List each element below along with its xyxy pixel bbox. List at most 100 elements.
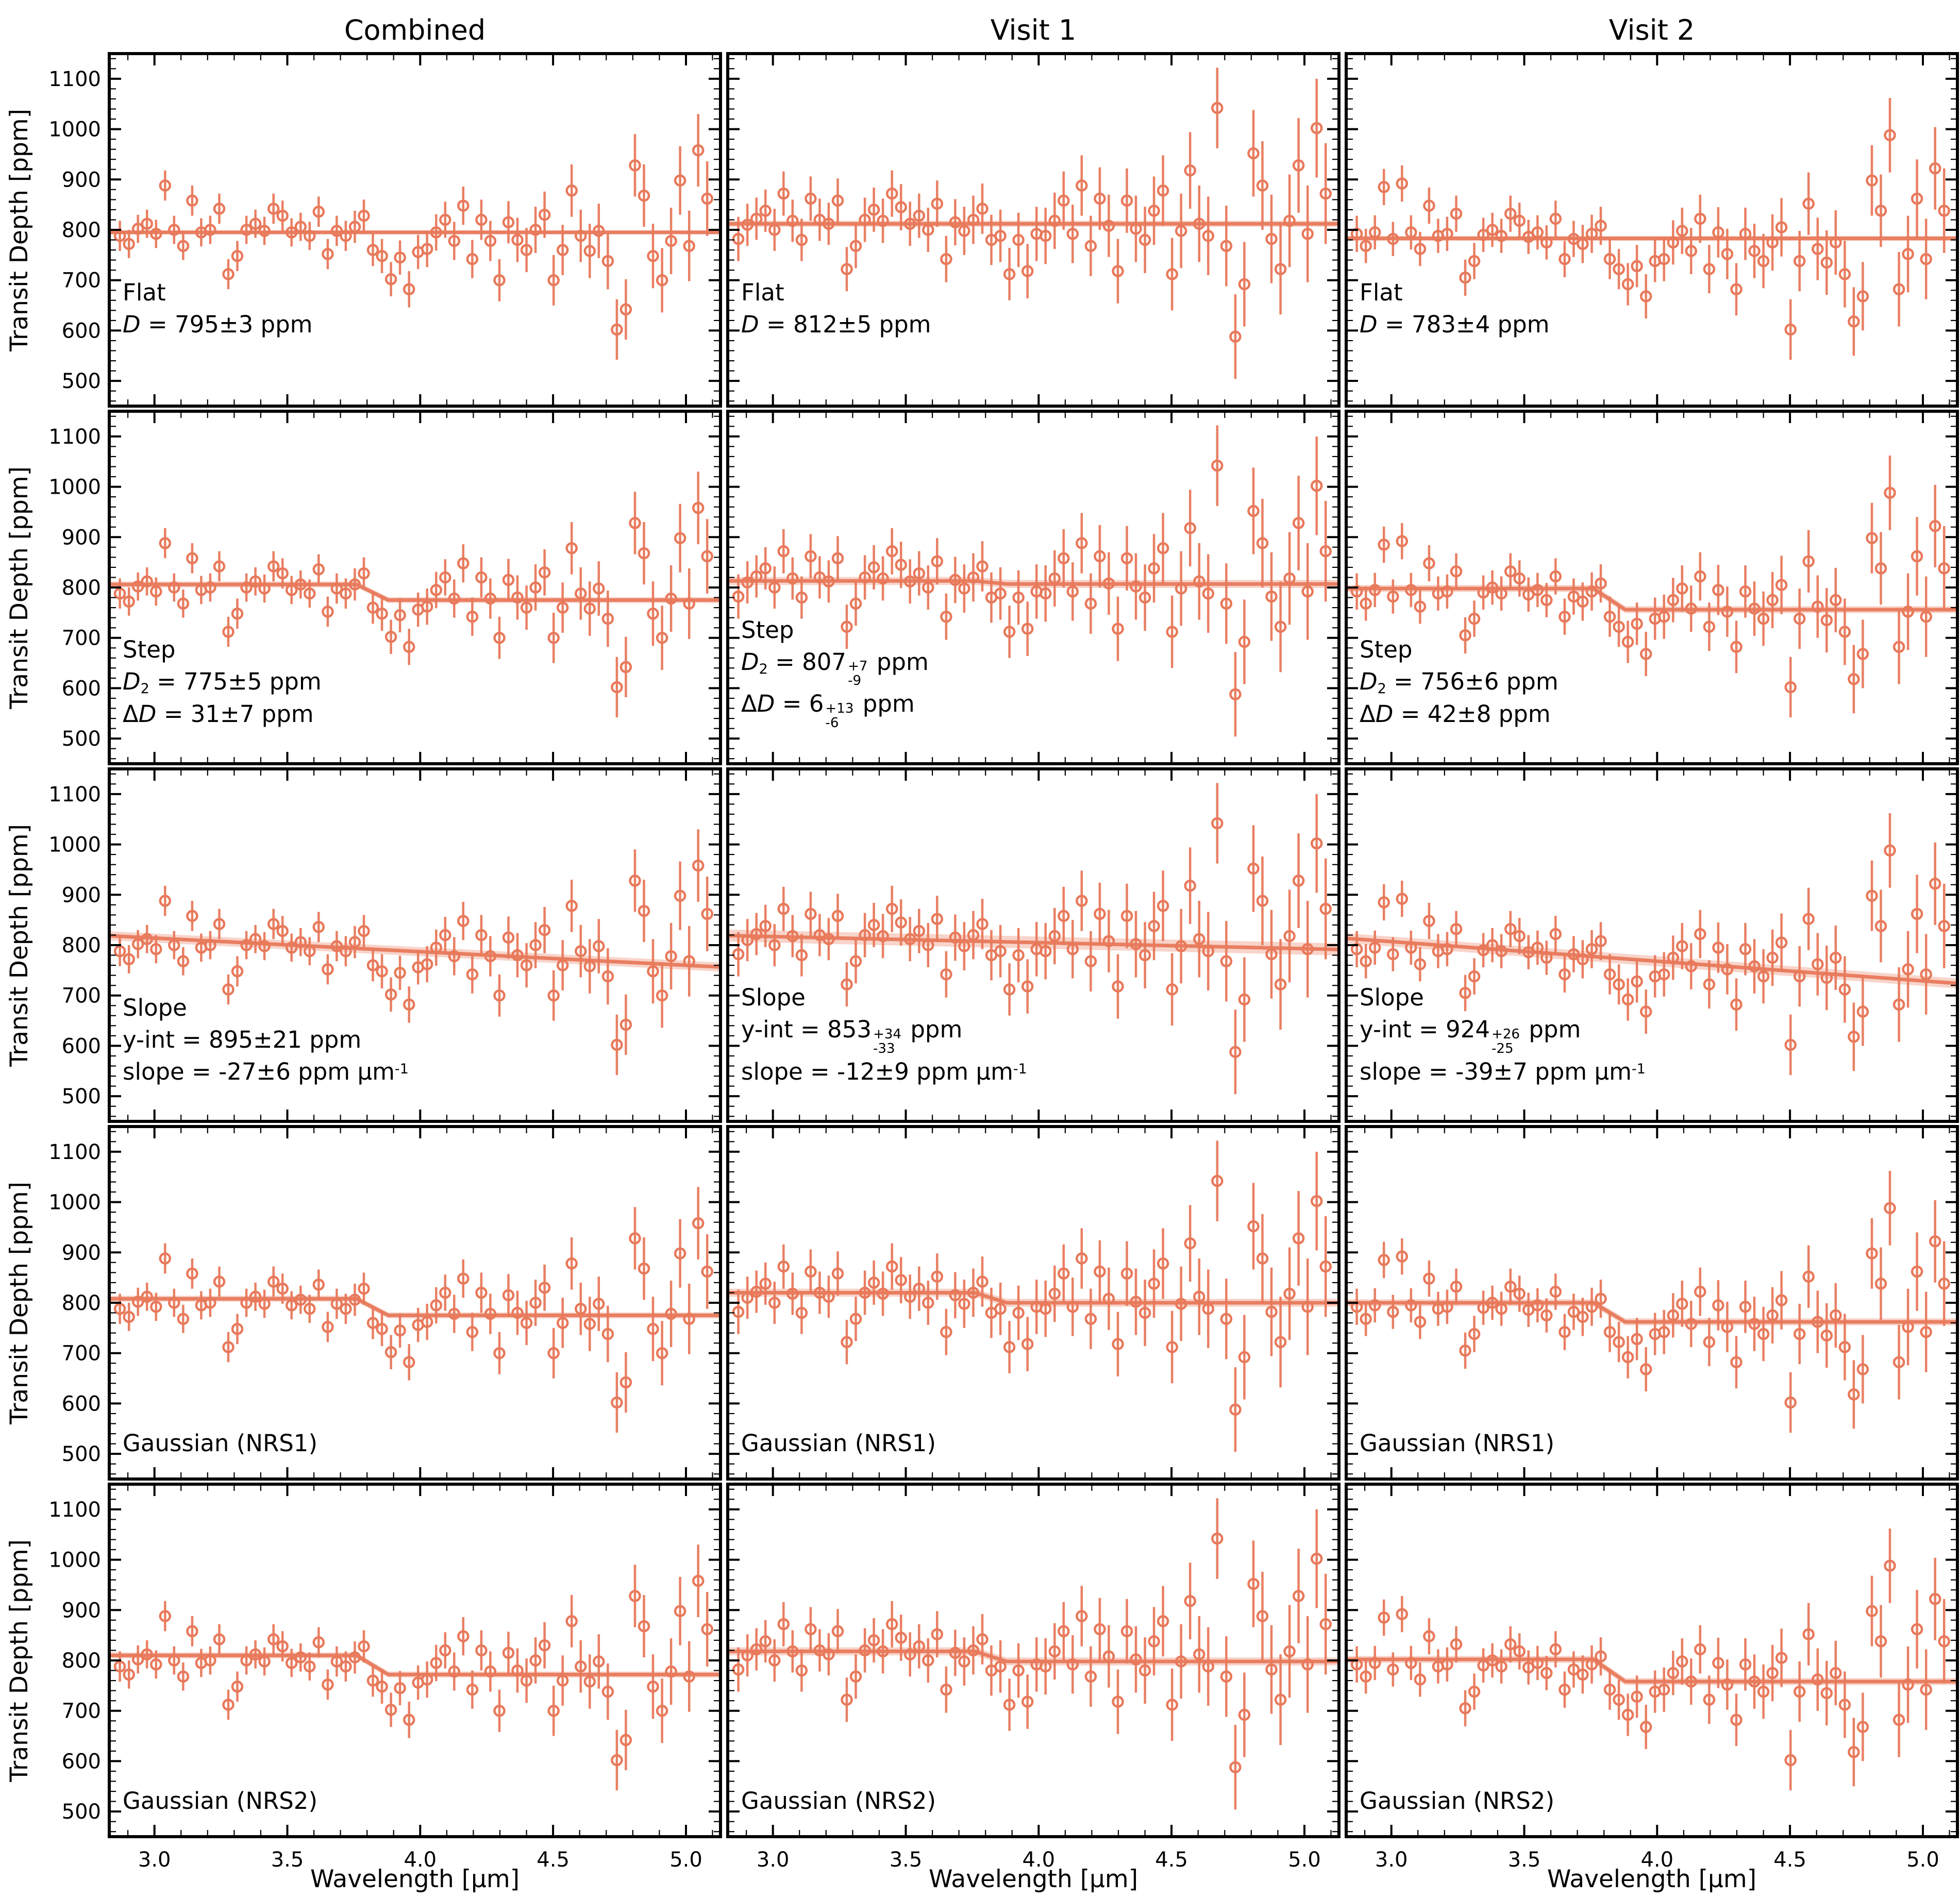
- svg-text:600: 600: [62, 677, 101, 700]
- panel-gaussian-nrs2-combined: 500 600 700 800 900 1000 1100 3.0 3.5 4.0 4.5 5.0 Ga…: [48, 1483, 722, 1872]
- column-title-visit-1: Visit 1: [990, 14, 1077, 46]
- svg-text:700: 700: [62, 269, 101, 293]
- y-axis-label: Transit Depth [ppm]: [5, 824, 33, 1067]
- annotation-line: Gaussian (NRS2): [741, 1787, 936, 1815]
- svg-text:1100: 1100: [48, 1498, 101, 1522]
- x-axis-label: Wavelength [μm]: [928, 1865, 1138, 1893]
- annotation-line: Flat: [123, 279, 166, 307]
- column-title-visit-2: Visit 2: [1609, 14, 1695, 46]
- error-bars: [737, 783, 1327, 1095]
- svg-text:1000: 1000: [48, 118, 101, 142]
- annotation-line: Step: [1360, 635, 1413, 663]
- data-points: [1350, 129, 1950, 336]
- x-axis-label: Wavelength [μm]: [1547, 1865, 1757, 1893]
- data-points: [113, 1574, 713, 1767]
- panel-annotation: Flat D = 795±3 ppm: [123, 277, 312, 341]
- annotation-line: y-int = 924 +26 -25 ppm: [1360, 1016, 1581, 1056]
- panel-annotation: Gaussian (NRS2): [123, 1785, 317, 1817]
- plot-svg: 500 600 700 800 900 1000 1100: [48, 1125, 722, 1481]
- plot-svg: [726, 52, 1341, 408]
- panel-annotation: Gaussian (NRS2): [1360, 1785, 1554, 1817]
- fit-confidence-band: [109, 1296, 721, 1319]
- svg-text:3.5: 3.5: [271, 1848, 304, 1872]
- svg-text:5.0: 5.0: [1288, 1848, 1321, 1872]
- plot-svg: [726, 1125, 1341, 1481]
- error-bars: [1355, 98, 1946, 360]
- error-bars: [119, 114, 709, 360]
- svg-text:500: 500: [62, 1085, 101, 1108]
- svg-text:700: 700: [62, 984, 101, 1008]
- annotation-line: Slope: [1360, 984, 1424, 1012]
- plus-minus-stack: +7 -9: [848, 659, 868, 689]
- panel-flat-visit-1: Flat D = 812±5 ppm: [726, 52, 1341, 408]
- annotation-line: D = 795±3 ppm: [123, 311, 313, 339]
- annotation-line: D2 = 775±5 ppm: [123, 667, 322, 697]
- annotation-line: D2 = 807 +7 -9 ppm: [741, 648, 929, 689]
- data-points: [113, 144, 713, 336]
- panel-annotation: Flat D = 783±4 ppm: [1360, 277, 1549, 341]
- svg-text:900: 900: [62, 883, 101, 907]
- plot-svg: [1345, 767, 1959, 1123]
- fit-line: [109, 1297, 721, 1317]
- fit-line: [728, 579, 1339, 586]
- annotation-line: D = 783±4 ppm: [1360, 311, 1550, 339]
- plot-svg: [1345, 410, 1959, 765]
- plus-minus-stack: +26 -25: [1491, 1026, 1520, 1056]
- x-axis-label: Wavelength [μm]: [310, 1865, 520, 1893]
- svg-text:4.0: 4.0: [1022, 1848, 1055, 1872]
- svg-text:1000: 1000: [48, 1549, 101, 1572]
- panel-gaussian-nrs1-visit-2: Gaussian (NRS1): [1345, 1125, 1959, 1481]
- svg-text:800: 800: [62, 219, 101, 242]
- error-bars: [1355, 1171, 1946, 1433]
- spectral-fit-figure: Combined Visit 1 Visit 2 Transit Depth […: [4, 4, 1959, 1893]
- plot-svg: [1345, 1125, 1959, 1481]
- fit-line: [109, 934, 721, 969]
- svg-text:3.5: 3.5: [890, 1848, 923, 1872]
- plus-minus-stack: +34 -33: [873, 1026, 902, 1056]
- annotation-line: Flat: [741, 279, 784, 307]
- data-points: [113, 501, 713, 694]
- panel-annotation: Slope y-int = 924 +26 -25 ppm slope = -39±7 …: [1360, 982, 1646, 1088]
- panel-step-combined: 500 600 700 800 900 1000 1100 Step D2 = 775±5 pp…: [48, 410, 722, 765]
- corner-spacer: [4, 4, 102, 48]
- annotation-line: D2 = 756±6 ppm: [1360, 667, 1559, 697]
- panel-annotation: Gaussian (NRS1): [1360, 1427, 1554, 1459]
- fit-confidence-band: [1346, 1299, 1957, 1325]
- panel-step-visit-1: Step D2 = 807 +7 -9 ppm ΔD = 6 +13 -6 ppm: [726, 410, 1341, 765]
- svg-text:4.5: 4.5: [1773, 1848, 1806, 1872]
- annotation-line: Gaussian (NRS2): [123, 1787, 317, 1815]
- svg-text:600: 600: [62, 319, 101, 343]
- panel-gaussian-nrs1-visit-1: Gaussian (NRS1): [726, 1125, 1341, 1481]
- svg-text:700: 700: [62, 1342, 101, 1366]
- error-bars: [737, 68, 1327, 379]
- panel-slope-visit-1: Slope y-int = 853 +34 -33 ppm slope = -12±9 …: [726, 767, 1341, 1123]
- error-bars: [737, 425, 1327, 737]
- y-axis-label: Transit Depth [ppm]: [5, 466, 33, 709]
- y-axis-label: Transit Depth [ppm]: [5, 108, 33, 351]
- plot-svg: [1345, 52, 1959, 408]
- panel-slope-visit-2: Slope y-int = 924 +26 -25 ppm slope = -39±7 …: [1345, 767, 1959, 1123]
- svg-text:700: 700: [62, 627, 101, 650]
- annotation-line: Step: [741, 616, 794, 644]
- svg-text:800: 800: [62, 1649, 101, 1673]
- svg-text:3.0: 3.0: [138, 1848, 171, 1872]
- annotation-line: slope = -39±7 ppm μm-1: [1360, 1057, 1646, 1085]
- svg-text:3.5: 3.5: [1508, 1848, 1541, 1872]
- data-points: [732, 1174, 1332, 1416]
- svg-text:600: 600: [62, 1750, 101, 1773]
- data-points: [732, 817, 1332, 1058]
- panel-flat-combined: 500 600 700 800 900 1000 1100 Flat D = 795±3 ppm: [48, 52, 722, 408]
- fit-line: [1346, 936, 1958, 985]
- panel-gaussian-nrs2-visit-2: 3.0 3.5 4.0 4.5 5.0 Gaussian (NRS2): [1345, 1483, 1959, 1872]
- plot-svg: 500 600 700 800 900 1000 1100: [48, 767, 722, 1123]
- annotation-line: Gaussian (NRS1): [123, 1430, 317, 1457]
- panel-annotation: Slope y-int = 853 +34 -33 ppm slope = -12±9 …: [741, 982, 1027, 1088]
- svg-text:600: 600: [62, 1392, 101, 1416]
- fit-confidence-band: [1346, 585, 1957, 613]
- svg-text:4.0: 4.0: [1640, 1848, 1673, 1872]
- fit-line: [1346, 1657, 1957, 1684]
- plot-svg: 3.0 3.5 4.0 4.5 5.0: [1345, 1483, 1959, 1872]
- error-bars: [119, 829, 709, 1076]
- data-points: [1350, 1559, 1950, 1767]
- error-bars: [119, 472, 709, 718]
